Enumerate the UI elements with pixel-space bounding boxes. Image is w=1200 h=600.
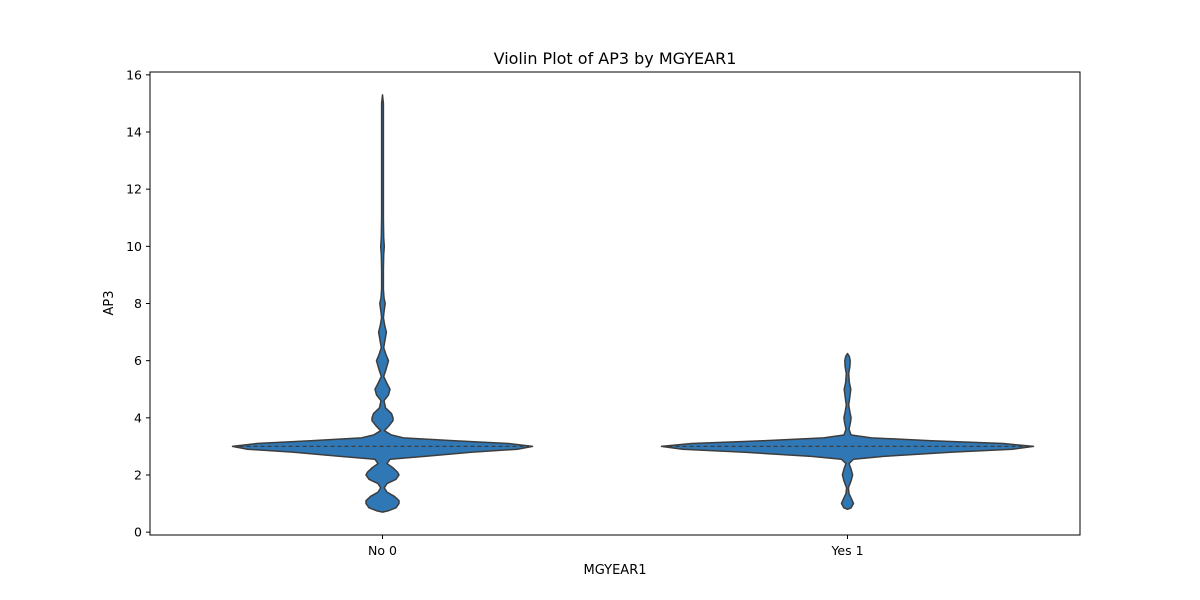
- axes: 0 2 4 6 8 10 12 14 16 No 0 Yes 1: [126, 67, 863, 558]
- y-tick-label: 4: [134, 410, 142, 425]
- y-tick-label: 8: [134, 296, 142, 311]
- y-tick-label: 14: [126, 125, 142, 140]
- x-tick-label: Yes 1: [830, 543, 863, 558]
- y-tick-label: 2: [134, 467, 142, 482]
- y-tick-label: 12: [126, 182, 142, 197]
- y-tick-label: 0: [134, 525, 142, 540]
- y-tick-label: 10: [126, 239, 142, 254]
- chart-title: Violin Plot of AP3 by MGYEAR1: [494, 49, 737, 68]
- y-tick-label: 6: [134, 353, 142, 368]
- y-axis-label: AP3: [102, 290, 117, 315]
- violin-1: [231, 94, 534, 513]
- y-tick-label: 16: [126, 67, 142, 82]
- violin-2: [660, 352, 1035, 511]
- x-tick-label: No 0: [368, 543, 397, 558]
- plot-area: [231, 94, 1035, 513]
- x-axis-label: MGYEAR1: [584, 563, 647, 578]
